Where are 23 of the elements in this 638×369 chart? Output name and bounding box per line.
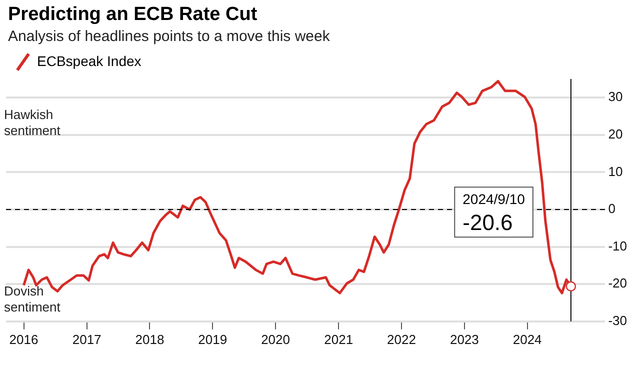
- y-tick-label: 10: [608, 164, 623, 179]
- x-tick-label: 2019: [198, 332, 228, 347]
- annotation: 2024/9/10: [462, 191, 526, 208]
- x-tick-label: 2017: [72, 332, 102, 347]
- x-tick-label: 2016: [9, 332, 38, 347]
- x-tick-label: 2018: [135, 332, 164, 347]
- x-tick-label: 2024: [512, 332, 542, 347]
- x-tick-label: 2022: [387, 332, 416, 347]
- annotation: -20.6: [462, 210, 513, 236]
- y-tick-label: -10: [608, 238, 628, 254]
- x-tick-label: 2021: [324, 332, 354, 347]
- x-tick-label: 2023: [450, 332, 479, 347]
- x-tick-label: 2020: [261, 332, 290, 347]
- y-tick-label: -20: [608, 276, 628, 291]
- y-tick-label: 20: [608, 126, 623, 142]
- y-tick-label: 0: [608, 201, 616, 216]
- annotation: Hawkish sentiment: [4, 107, 61, 138]
- chart-subtitle: Analysis of headlines points to a move this week: [8, 28, 331, 45]
- y-tick-label: 30: [608, 89, 623, 104]
- legend-label: ECBspeak Index: [37, 52, 142, 69]
- chart-title: Predicting an ECB Rate Cut: [8, 4, 258, 26]
- annotation: Dovish sentiment: [4, 283, 61, 314]
- y-tick-label: -30: [608, 312, 628, 328]
